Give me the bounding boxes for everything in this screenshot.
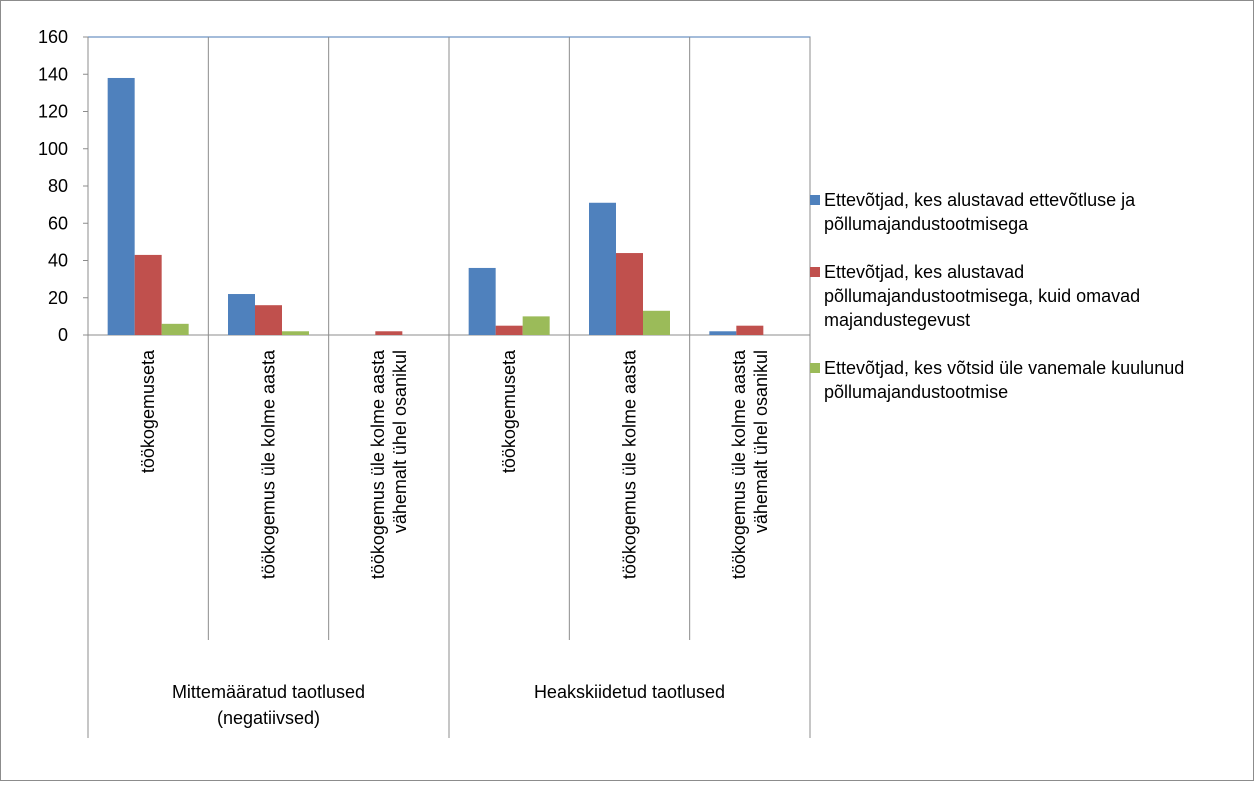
legend-item-series-3: Ettevõtjad, kes võtsid üle vanemale kuul… xyxy=(810,356,1230,404)
bar-series-1-cat-4 xyxy=(468,267,496,335)
x-group-label: Mittemääratud taotlused xyxy=(172,682,365,702)
y-tick-label: 160 xyxy=(38,27,68,47)
x-category-label: töökogemuseta xyxy=(138,349,158,473)
legend-label-series-1: Ettevõtjad, kes alustavad ettevõtluse ja… xyxy=(824,190,1136,234)
legend-label-series-2: Ettevõtjad, kes alustavad põllumajandust… xyxy=(824,262,1141,330)
x-group-label-line-2: (negatiivsed) xyxy=(217,708,320,728)
bar-series-1-cat-2 xyxy=(228,294,255,335)
x-category-label: vähemalt ühel osanikul xyxy=(390,350,410,533)
legend-swatch-series-3 xyxy=(810,363,820,373)
legend-swatch-series-1 xyxy=(810,195,820,205)
legend-swatch-series-2 xyxy=(810,267,820,277)
bar-series-2-cat-4 xyxy=(495,325,523,335)
legend-label-series-3: Ettevõtjad, kes võtsid üle vanemale kuul… xyxy=(824,358,1185,402)
bar-series-2-cat-6 xyxy=(736,325,764,335)
bar-series-3-cat-1 xyxy=(161,323,189,335)
x-group-label: Heakskiidetud taotlused xyxy=(534,682,725,702)
bar-series-1-cat-5 xyxy=(589,202,616,335)
y-tick-label: 80 xyxy=(48,176,68,196)
bar-series-3-cat-4 xyxy=(522,316,550,335)
bar-series-2-cat-1 xyxy=(134,254,162,335)
legend-item-series-2: Ettevõtjad, kes alustavad põllumajandust… xyxy=(810,260,1230,332)
bar-series-3-cat-5 xyxy=(643,310,670,335)
y-tick-label: 0 xyxy=(58,325,68,345)
bar-series-2-cat-2 xyxy=(255,305,282,335)
x-category-label: töökogemuseta xyxy=(499,349,519,473)
y-tick-label: 60 xyxy=(48,213,68,233)
y-tick-label: 20 xyxy=(48,288,68,308)
bar-series-1-cat-6 xyxy=(709,331,737,335)
x-category-label: töökogemus üle kolme aasta xyxy=(729,349,749,579)
legend: Ettevõtjad, kes alustavad ettevõtluse ja… xyxy=(810,188,1230,428)
x-category-label: vähemalt ühel osanikul xyxy=(751,350,771,533)
x-category-label: töökogemus üle kolme aasta xyxy=(620,349,640,579)
legend-item-series-1: Ettevõtjad, kes alustavad ettevõtluse ja… xyxy=(810,188,1230,236)
x-category-label: töökogemus üle kolme aasta xyxy=(368,349,388,579)
y-tick-label: 100 xyxy=(38,139,68,159)
bar-series-3-cat-2 xyxy=(282,331,309,335)
y-tick-label: 120 xyxy=(38,102,68,122)
y-tick-label: 40 xyxy=(48,251,68,271)
bar-series-1-cat-1 xyxy=(107,77,135,335)
y-tick-label: 140 xyxy=(38,64,68,84)
x-category-label: töökogemus üle kolme aasta xyxy=(259,349,279,579)
bar-series-2-cat-5 xyxy=(616,253,643,335)
bar-series-2-cat-3 xyxy=(375,331,403,335)
